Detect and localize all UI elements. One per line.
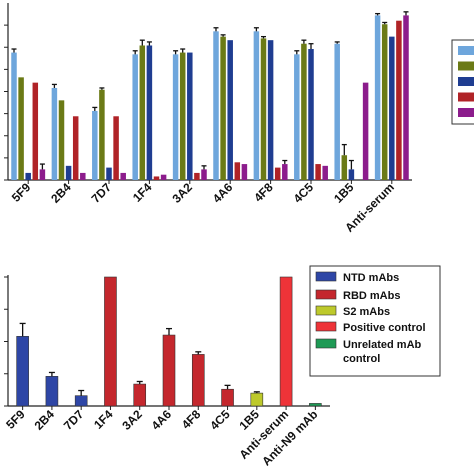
bar-4a6-series-5: [241, 164, 248, 180]
bar-1f4-series-4: [153, 176, 160, 180]
bar-1b5-series-3: [348, 169, 355, 180]
bar-7d7: [74, 395, 88, 407]
bar-2b4-series-3: [65, 165, 72, 180]
bar-4c5-series-3: [308, 49, 314, 180]
bar-4c5-series-2: [301, 43, 307, 181]
bar-4f8: [191, 354, 205, 407]
bottom-legend: NTD mAbs RBD mAbs S2 mAbs Positive control U…: [309, 265, 441, 377]
bar-7d7-series-3: [106, 167, 112, 180]
top-legend-clipped: [451, 39, 474, 125]
x-tick-label: 4A6: [149, 407, 175, 433]
bar-4c5-series-5: [322, 165, 328, 180]
bar-1f4: [104, 276, 117, 407]
legend-swatch-series-4: [458, 92, 474, 102]
bar-5f9: [16, 336, 29, 407]
legend-swatch-rbd: [315, 289, 337, 300]
bar-1b5-series-2: [341, 155, 348, 180]
legend-label-s2: S2 mAbs: [343, 306, 390, 318]
bar-7d7-series-2: [99, 89, 105, 180]
legend-label-ntd: NTD mAbs: [343, 272, 399, 284]
bar-5f9-series-3: [25, 172, 31, 180]
x-tick-label: 1F4: [91, 407, 116, 432]
legend-swatch-s2: [315, 305, 337, 316]
bar-7d7-series-4: [113, 116, 119, 180]
bar-3a2: [133, 383, 147, 407]
bar-anti-serum: [279, 276, 293, 407]
x-tick-label: 5F9: [9, 180, 34, 205]
bar-anti-n9-mab: [309, 403, 322, 407]
bar-1b5-series-5: [362, 82, 369, 180]
legend-swatch-ntd: [315, 271, 337, 282]
legend-label-unrel: Unrelated mAb control: [343, 339, 422, 365]
bar-4f8-series-1: [253, 31, 260, 180]
bar-4f8-series-2: [260, 38, 267, 181]
x-tick-label: 4A6: [210, 180, 236, 206]
bar-anti-serum-series-4: [396, 20, 402, 181]
legend-swatch-series-2: [458, 61, 474, 71]
bar-5f9-series-4: [32, 82, 39, 180]
bar-3a2-series-3: [187, 52, 193, 181]
x-tick-label: 4C5: [207, 407, 233, 433]
bar-4a6-series-2: [220, 36, 226, 180]
bar-1b5: [250, 392, 264, 407]
bar-3a2-series-2: [179, 52, 186, 181]
x-tick-label: 3A2: [169, 180, 195, 206]
bar-2b4: [45, 376, 59, 407]
x-tick-label: 2B4: [48, 180, 74, 206]
bar-7d7-series-1: [92, 110, 98, 180]
bar-4c5-series-1: [294, 54, 300, 180]
bottom-bar-chart: 5F9 2B4 7D7 1F4 3A2 4A6 4F8 4C5 1B5Anti-serumAnt…: [3, 275, 330, 469]
bar-3a2-series-1: [172, 54, 179, 180]
legend-swatch-unrel: [315, 338, 337, 349]
bar-2b4-series-5: [80, 172, 86, 180]
bar-4a6-series-3: [227, 40, 233, 180]
bar-2b4-series-2: [58, 100, 65, 180]
legend-swatch-series-3: [458, 77, 474, 86]
bar-anti-serum-series-5: [403, 15, 409, 181]
bar-5f9-series-5: [39, 169, 46, 180]
bar-1f4-series-3: [146, 45, 153, 181]
x-tick-label: 4F8: [179, 407, 204, 432]
bar-4a6-series-4: [234, 162, 241, 180]
bar-anti-serum-series-2: [381, 24, 388, 180]
bar-5f9-series-2: [18, 77, 24, 180]
x-tick-label: 4F8: [251, 180, 276, 205]
bar-3a2-series-5: [201, 169, 207, 180]
legend-swatch-series-5: [458, 108, 474, 117]
x-tick-label: 3A2: [119, 407, 145, 433]
bar-1f4-series-2: [139, 45, 146, 181]
x-tick-label: 4C5: [291, 180, 317, 206]
legend-swatch-series-1: [458, 46, 474, 55]
bar-3a2-series-4: [194, 172, 200, 180]
bar-4c5-series-4: [315, 164, 321, 180]
x-tick-label: 5F9: [3, 407, 28, 432]
bar-4f8-series-4: [274, 167, 281, 180]
bar-2b4-series-4: [72, 116, 79, 180]
bar-7d7-series-5: [120, 172, 126, 180]
x-tick-label: 2B4: [32, 407, 58, 433]
legend-label-pos: Positive control: [343, 322, 426, 334]
x-tick-label: 7D7: [61, 407, 87, 433]
bar-1b5-series-1: [334, 43, 340, 181]
x-tick-label: 1B5: [331, 180, 357, 206]
bar-anti-serum-series-3: [389, 36, 395, 180]
legend-box: [309, 265, 441, 377]
bar-4a6: [162, 334, 176, 407]
bar-5f9-series-1: [11, 52, 17, 181]
x-tick-label: 7D7: [89, 180, 115, 206]
bar-1f4-series-5: [160, 174, 167, 180]
bar-2b4-series-1: [51, 87, 58, 180]
bar-4c5: [221, 388, 234, 407]
legend-label-rbd: RBD mAbs: [343, 290, 400, 302]
x-tick-label: 1F4: [130, 180, 155, 205]
bar-4f8-series-3: [267, 40, 274, 180]
bar-1f4-series-1: [132, 54, 138, 180]
bar-4f8-series-5: [282, 164, 288, 180]
legend-swatch-pos: [315, 321, 337, 332]
bar-4a6-series-1: [213, 31, 219, 180]
bar-anti-serum-series-1: [374, 15, 381, 181]
